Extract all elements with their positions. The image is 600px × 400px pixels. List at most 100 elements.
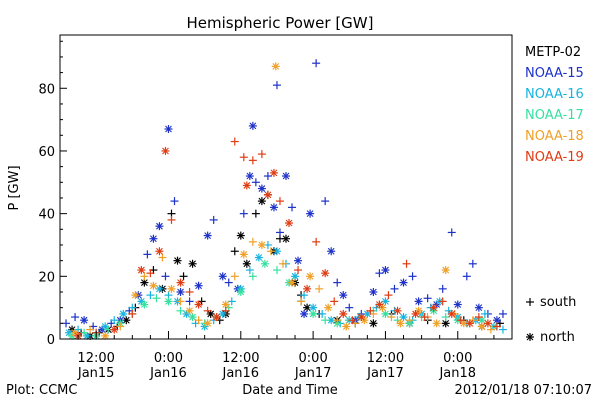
north-point: [369, 319, 378, 328]
south-point: [128, 309, 137, 318]
south-point: [486, 325, 495, 334]
south-point: [456, 316, 465, 325]
north-point: [411, 309, 420, 318]
north-point: [194, 281, 203, 290]
north-point: [149, 281, 158, 290]
north-point: [369, 287, 378, 296]
y-tick-label: 0: [47, 333, 55, 348]
north-point: [393, 306, 402, 315]
south-point: [408, 272, 417, 281]
x-axis: 12:00Jan150:00Jan1612:00Jan160:00Jan1712…: [59, 331, 513, 381]
x-tick-time-label: 12:00: [367, 351, 404, 366]
south-point: [300, 291, 309, 300]
north-point: [474, 303, 483, 312]
x-tick-time-label: 0:00: [154, 351, 183, 366]
north-point: [254, 253, 263, 262]
north-point: [257, 184, 266, 193]
legend-entry: NOAA-15: [525, 66, 584, 81]
south-point: [390, 284, 399, 293]
north-point: [167, 284, 176, 293]
north-point: [176, 278, 185, 287]
north-point: [306, 272, 315, 281]
south-point: [227, 297, 236, 306]
south-point: [248, 272, 257, 281]
plot-frame: [59, 34, 513, 340]
north-point: [203, 319, 212, 328]
north-point: [272, 247, 281, 256]
south-point: [423, 294, 432, 303]
south-point: [387, 313, 396, 322]
south-point: [402, 259, 411, 268]
south-point: [257, 150, 266, 159]
south-point: [272, 81, 281, 90]
south-point: [345, 303, 354, 312]
series-noaa-18: [71, 62, 495, 340]
legend-entry: NOAA-16: [525, 87, 584, 102]
south-point: [146, 291, 155, 300]
north-point: [321, 269, 330, 278]
south-point: [526, 298, 534, 306]
north-point: [291, 272, 300, 281]
south-point: [230, 247, 239, 256]
south-point: [315, 284, 324, 293]
plot-timestamp: 2012/01/18 07:10:07: [455, 383, 592, 398]
south-point: [185, 297, 194, 306]
series-noaa-19: [74, 137, 501, 340]
north-point: [203, 231, 212, 240]
south-point: [441, 313, 450, 322]
north-point: [339, 309, 348, 318]
south-point: [474, 313, 483, 322]
north-point: [453, 300, 462, 309]
north-point: [441, 266, 450, 275]
north-point: [236, 231, 245, 240]
south-point: [333, 278, 342, 287]
chart-title: Hemispheric Power [GW]: [187, 14, 374, 32]
south-point: [251, 209, 260, 218]
north-point: [303, 284, 312, 293]
data-points: [62, 59, 507, 340]
north-point: [155, 247, 164, 256]
north-point: [306, 209, 315, 218]
north-point: [185, 306, 194, 315]
south-point: [248, 156, 257, 165]
north-point: [110, 325, 119, 334]
north-point: [324, 303, 333, 312]
south-point: [348, 316, 357, 325]
south-point: [405, 316, 414, 325]
north-point: [257, 240, 266, 249]
south-point: [116, 322, 125, 331]
south-point: [248, 237, 257, 246]
south-point: [420, 313, 429, 322]
north-point: [477, 322, 486, 331]
north-point: [327, 247, 336, 256]
north-point: [309, 309, 318, 318]
north-point: [242, 259, 251, 268]
plot-credit: Plot: CCMC: [6, 383, 77, 398]
south-point: [480, 309, 489, 318]
north-point: [282, 234, 290, 243]
legend-entry: NOAA-19: [525, 150, 584, 165]
south-point: [224, 278, 233, 287]
south-point: [266, 247, 275, 256]
north-point: [218, 309, 227, 318]
north-point: [218, 272, 227, 281]
south-point: [366, 306, 375, 315]
north-point: [80, 316, 89, 325]
north-point: [300, 309, 309, 318]
y-tick-label: 40: [38, 208, 55, 223]
south-point: [194, 316, 203, 325]
north-point: [285, 219, 294, 228]
y-tick-label: 80: [38, 82, 55, 97]
south-point: [312, 59, 321, 68]
south-point: [230, 137, 239, 146]
south-point: [288, 203, 297, 212]
y-axis: 0 20 40 60 80: [38, 40, 67, 348]
south-point: [170, 197, 179, 206]
south-point: [498, 325, 507, 334]
north-point: [236, 287, 245, 296]
south-point: [251, 178, 260, 187]
north-point: [173, 256, 182, 265]
north-point: [381, 309, 390, 318]
south-point: [278, 259, 287, 268]
